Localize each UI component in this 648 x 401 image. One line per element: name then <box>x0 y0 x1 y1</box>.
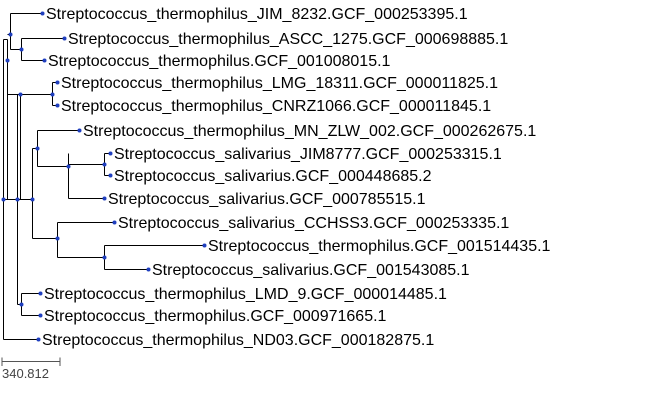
internal-node <box>66 164 71 169</box>
leaf-label: Streptococcus_thermophilus_CNRZ1066.GCF_… <box>61 98 491 115</box>
internal-node <box>30 197 35 202</box>
leaf-node <box>108 173 113 178</box>
internal-node <box>102 162 107 167</box>
leaf-node <box>146 267 151 272</box>
internal-node <box>8 32 13 37</box>
leaf-node <box>42 58 47 63</box>
internal-node <box>18 92 23 97</box>
leaf-label: Streptococcus_thermophilus_JIM_8232.GCF_… <box>46 6 468 23</box>
internal-node <box>1 197 6 202</box>
scale-bar: 340.812 <box>1 357 61 381</box>
scale-bar-label: 340.812 <box>2 366 49 381</box>
leaf-node <box>102 196 107 201</box>
internal-node <box>102 255 107 260</box>
leaf-node <box>40 11 45 16</box>
leaf-node <box>62 36 67 41</box>
leaf-node <box>55 80 60 85</box>
leaf-label: Streptococcus_salivarius_CCHSS3.GCF_0002… <box>118 215 509 232</box>
internal-node <box>50 92 55 97</box>
tree-nodes <box>1 11 207 342</box>
leaf-label: Streptococcus_thermophilus_LMG_18311.GCF… <box>61 75 498 92</box>
internal-node <box>55 236 60 241</box>
internal-node <box>19 302 24 307</box>
internal-node <box>15 197 20 202</box>
internal-node <box>5 58 10 63</box>
leaf-node <box>108 151 113 156</box>
leaf-label: Streptococcus_thermophilus_ASCC_1275.GCF… <box>68 31 508 48</box>
internal-node <box>35 146 40 151</box>
leaf-label: Streptococcus_salivarius.GCF_000448685.2 <box>114 168 432 185</box>
leaf-node <box>77 128 82 133</box>
leaf-node <box>38 291 43 296</box>
leaf-label: Streptococcus_thermophilus_LMD_9.GCF_000… <box>44 286 447 303</box>
leaf-node <box>55 103 60 108</box>
leaf-labels: Streptococcus_thermophilus_JIM_8232.GCF_… <box>42 6 551 349</box>
leaf-label: Streptococcus_salivarius.GCF_001543085.1 <box>152 262 470 279</box>
leaf-label: Streptococcus_thermophilus_MN_ZLW_002.GC… <box>83 123 536 140</box>
internal-node <box>19 47 24 52</box>
leaf-label: Streptococcus_thermophilus_ND03.GCF_0001… <box>42 332 434 349</box>
leaf-label: Streptococcus_salivarius_JIM8777.GCF_000… <box>114 146 502 163</box>
leaf-node <box>202 243 207 248</box>
leaf-label: Streptococcus_thermophilus.GCF_001514435… <box>208 238 551 255</box>
leaf-node <box>112 220 117 225</box>
leaf-node <box>38 313 43 318</box>
leaf-node <box>36 337 41 342</box>
leaf-label: Streptococcus_salivarius.GCF_000785515.1 <box>108 191 426 208</box>
leaf-label: Streptococcus_thermophilus.GCF_000971665… <box>44 308 387 325</box>
leaf-label: Streptococcus_thermophilus.GCF_001008015… <box>48 53 391 70</box>
